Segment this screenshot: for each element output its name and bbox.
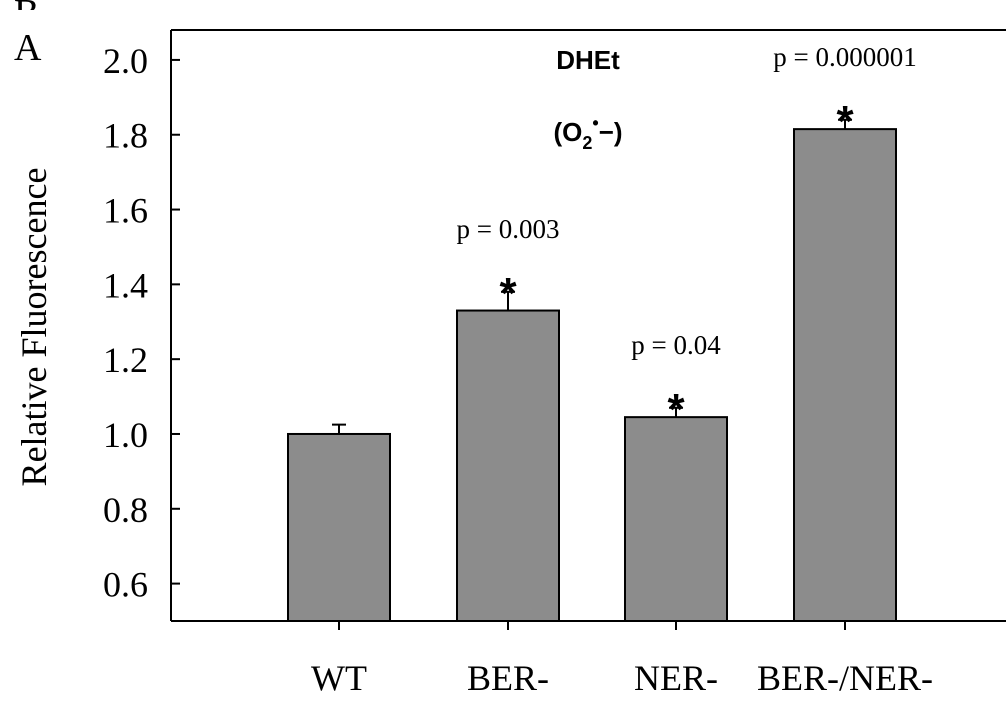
y-tick-label: 2.0 <box>103 41 148 81</box>
y-tick-label: 0.6 <box>103 565 148 605</box>
significance-star: * <box>667 385 685 434</box>
bars <box>287 118 897 622</box>
panel-label-partial: B <box>14 0 54 10</box>
y-tick-label: 0.8 <box>103 490 148 530</box>
subtitle-part: (O <box>553 117 582 147</box>
y-axis-label: Relative Fluorescence <box>14 168 54 487</box>
x-tick-label: WT <box>311 658 367 698</box>
subtitle-subscript: 2 <box>582 133 592 153</box>
chart-subtitle: (O2•−) <box>553 113 622 153</box>
p-value-label: p = 0.04 <box>631 330 721 360</box>
bar <box>287 432 391 622</box>
bar <box>793 128 897 622</box>
p-value-label: p = 0.000001 <box>773 42 916 72</box>
y-tick-label: 1.4 <box>103 265 148 305</box>
subtitle-part: −) <box>599 117 623 147</box>
y-tick-label: 1.6 <box>103 191 148 231</box>
x-tick-label: NER- <box>634 658 718 698</box>
y-tick-label: 1.8 <box>103 116 148 156</box>
significance-star: * <box>836 97 854 146</box>
axes: 0.6 0.8 1.0 1.2 1.4 1.6 1.8 2.0 <box>103 29 1006 630</box>
chart-title: DHEt <box>556 45 620 75</box>
labels: WT BER- * p = 0.003 NER- * p = 0.04 BER-/NER- * p… <box>311 42 933 698</box>
y-tick-label: 1.2 <box>103 340 148 380</box>
x-tick-label: BER-/NER- <box>757 658 933 698</box>
y-tick-label: 1.0 <box>103 415 148 455</box>
x-tick-label: BER- <box>467 658 549 698</box>
panel-label: A <box>14 27 42 69</box>
p-value-label: p = 0.003 <box>457 214 560 244</box>
significance-star: * <box>499 269 517 318</box>
subtitle-superscript: • <box>592 113 598 133</box>
bar <box>456 309 560 622</box>
bar <box>624 416 728 622</box>
